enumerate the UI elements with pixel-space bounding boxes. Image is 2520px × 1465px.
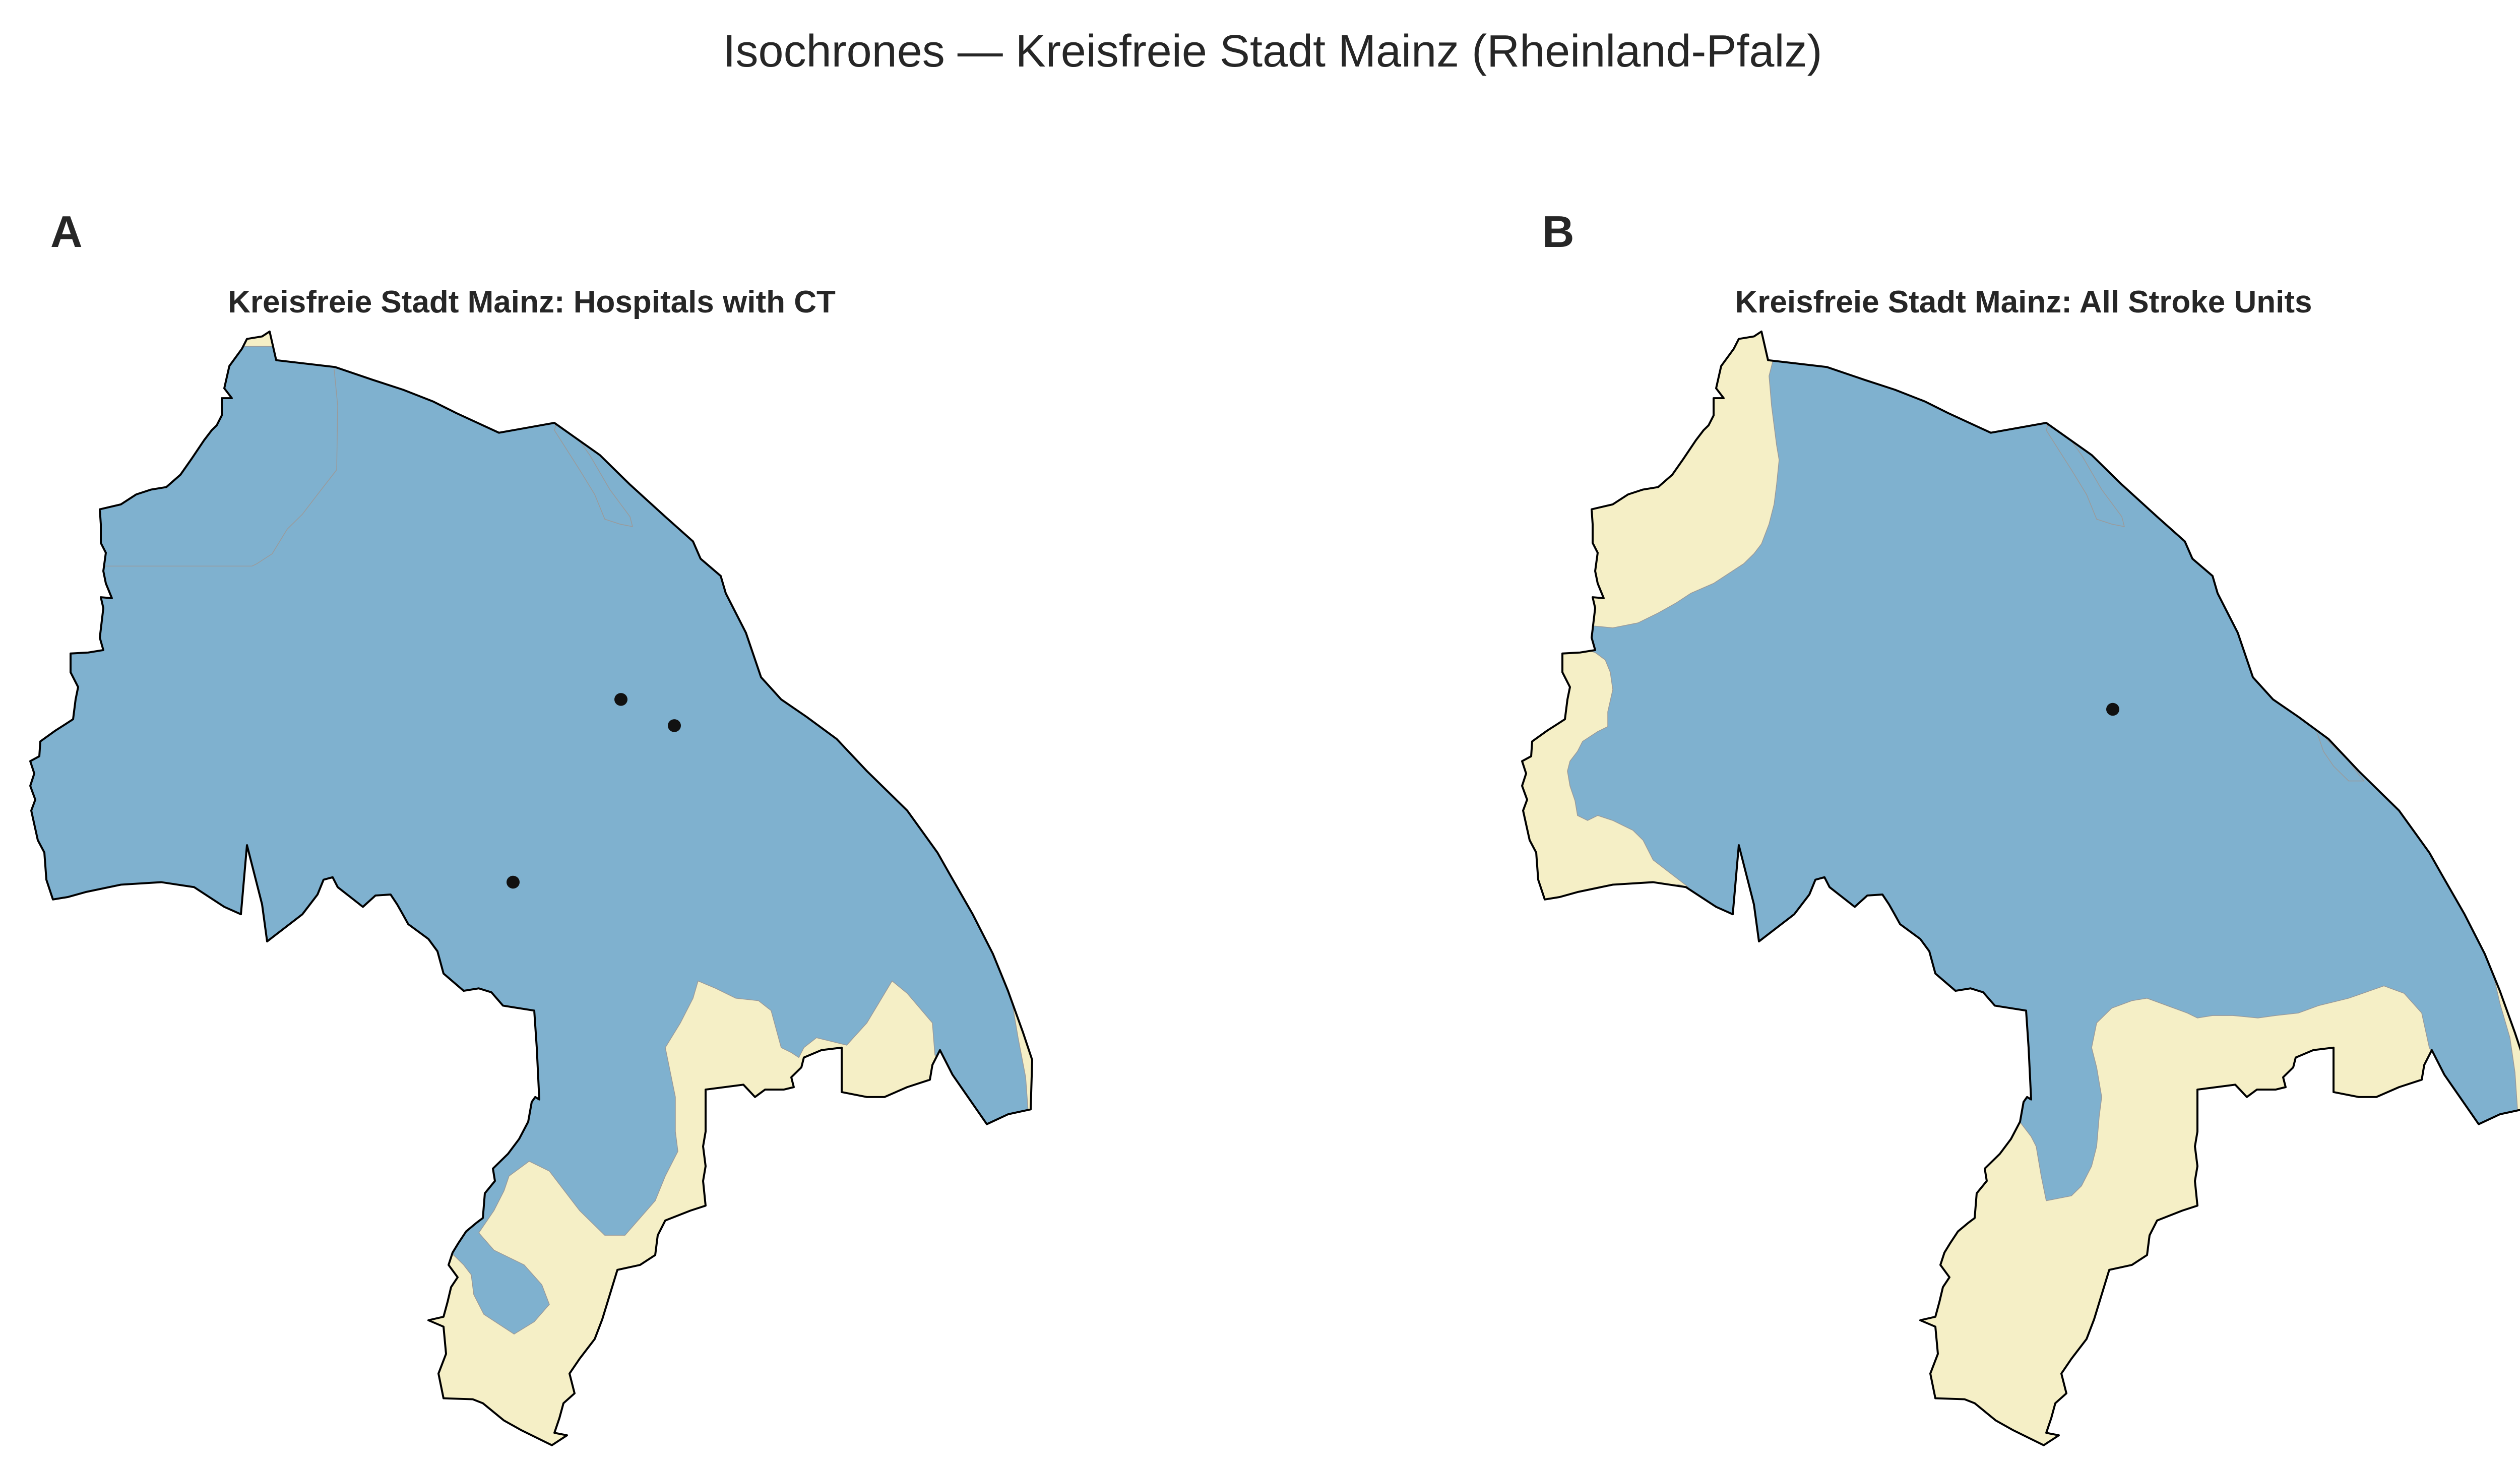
panel-a: A Kreisfreie Stadt Mainz: Hospitals with… (29, 207, 1033, 1446)
map-panel-b (1521, 330, 2520, 1446)
facility-marker (614, 693, 627, 706)
panel-b: B Kreisfreie Stadt Mainz: All Stroke Uni… (1521, 207, 2520, 1446)
facility-marker (507, 875, 520, 889)
panel-label-b: B (1542, 207, 1574, 257)
panel-label-a: A (50, 207, 83, 257)
figure-title: Isochrones — Kreisfreie Stadt Mainz (Rhe… (723, 26, 1822, 77)
facility-marker (668, 719, 681, 732)
panel-title-a: Kreisfreie Stadt Mainz: Hospitals with C… (228, 285, 836, 320)
facility-marker (2106, 703, 2119, 716)
map-panel-a (29, 330, 1033, 1446)
panel-title-b: Kreisfreie Stadt Mainz: All Stroke Units (1735, 285, 2312, 320)
